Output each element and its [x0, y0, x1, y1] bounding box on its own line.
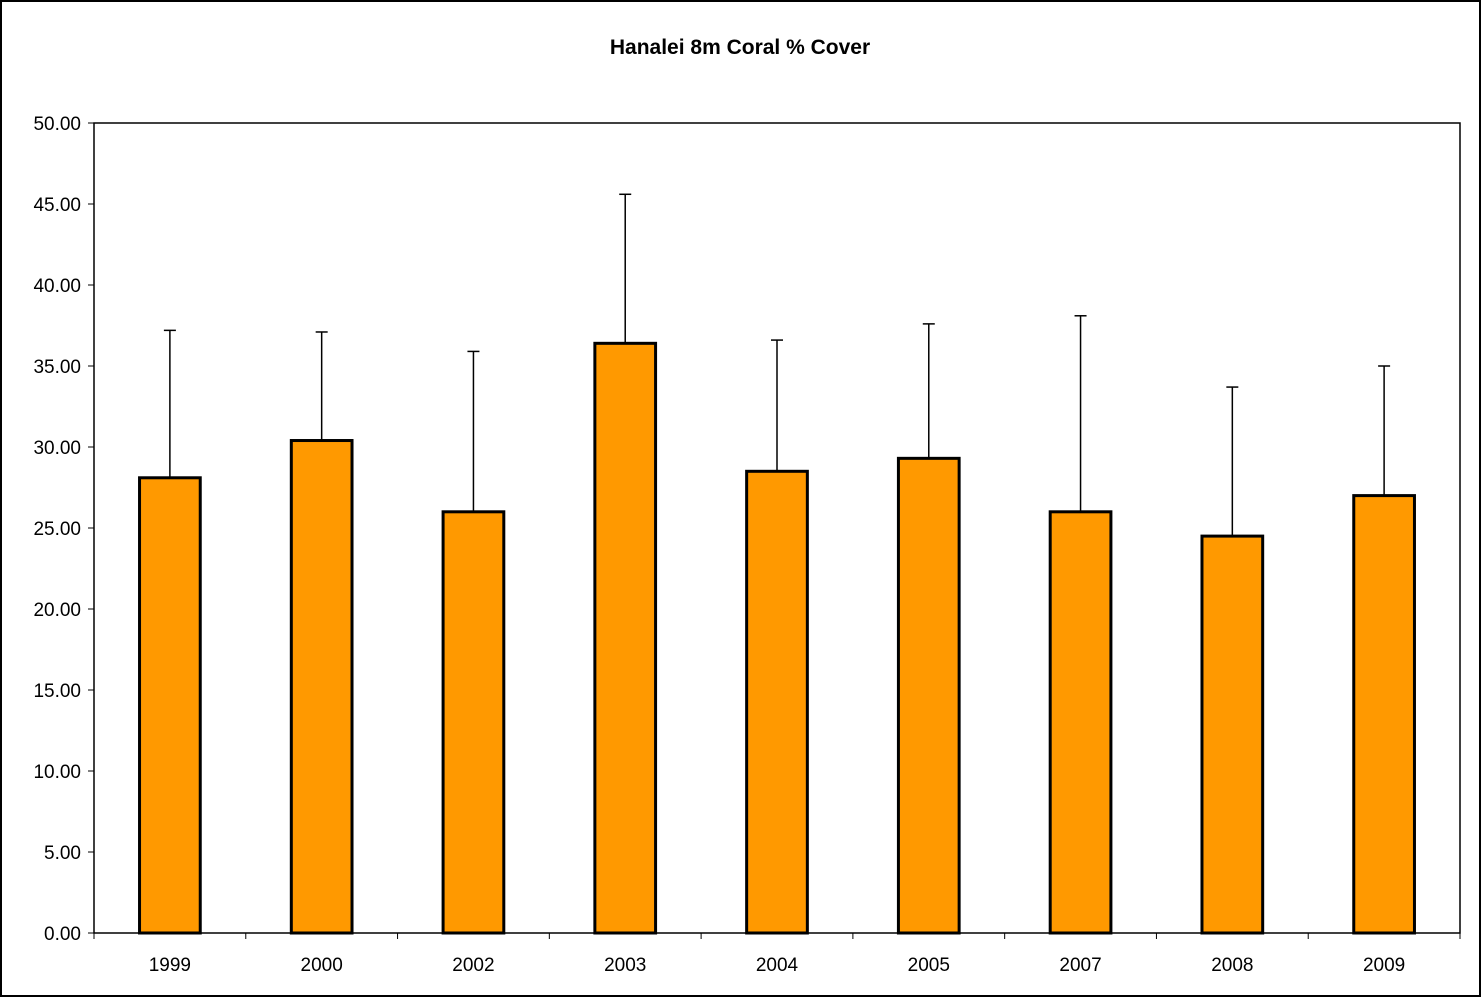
y-tick-label: 45.00	[33, 195, 81, 216]
y-tick-label: 5.00	[44, 843, 81, 864]
x-tick-label: 2008	[1211, 955, 1253, 976]
y-tick-label: 20.00	[33, 600, 81, 621]
error-bars	[163, 193, 1391, 537]
y-tick-label: 40.00	[33, 276, 81, 297]
x-tick-label: 2000	[301, 955, 343, 976]
bar-2003	[593, 341, 658, 935]
bar-1999	[138, 476, 202, 935]
bars	[138, 341, 1416, 935]
x-tick-label: 2002	[452, 955, 494, 976]
x-tick-label: 1999	[149, 955, 191, 976]
chart-title: Hanalei 8m Coral % Cover	[610, 36, 870, 59]
y-tick-label: 30.00	[33, 438, 81, 459]
y-tick-label: 15.00	[33, 681, 81, 702]
x-tick-label: 2004	[756, 955, 799, 976]
bar-2002	[441, 510, 506, 935]
x-tick-label: 2009	[1363, 955, 1405, 976]
bar-2009	[1352, 494, 1416, 935]
y-tick-label: 0.00	[44, 924, 81, 945]
y-tick-label: 10.00	[33, 762, 81, 783]
x-tick-label: 2007	[1059, 955, 1101, 976]
bar-2008	[1200, 534, 1265, 935]
y-tick-label: 50.00	[33, 114, 81, 135]
y-tick-label: 25.00	[33, 519, 81, 540]
x-tick-label: 2005	[908, 955, 950, 976]
bar-2000	[289, 439, 354, 935]
bar-2007	[1048, 510, 1113, 935]
bar-2005	[896, 456, 961, 935]
y-axis: 0.00 5.00 10.00 15.00 20.00 25.00 30.00 35.00 40…	[33, 114, 94, 945]
bar-2004	[745, 469, 809, 935]
x-tick-label: 2003	[604, 955, 646, 976]
y-tick-label: 35.00	[33, 357, 81, 378]
x-axis: 1999 2000 2002 2003 2004 2005 2007 2008 2009	[93, 933, 1461, 976]
